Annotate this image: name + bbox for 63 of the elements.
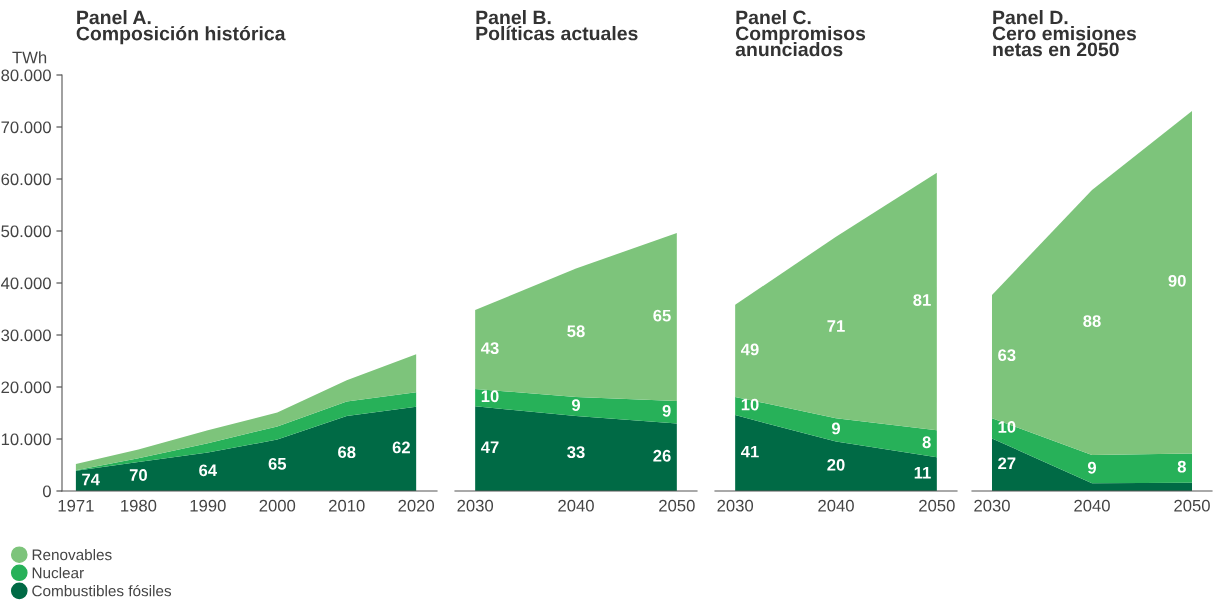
annotation: 62 [392, 441, 410, 454]
x-tick-label: 2040 [1074, 499, 1110, 512]
annotation: 20 [827, 458, 845, 471]
annotation: 88 [1083, 315, 1101, 327]
annotation: 8 [1177, 460, 1186, 473]
chart-title: Panel D. Cero emisiones netas en 2050 [992, 10, 1137, 57]
annotation: 10 [741, 398, 759, 411]
x-tick-label: 2050 [1174, 499, 1210, 512]
annotation: 81 [913, 294, 931, 306]
annotation: 70 [129, 469, 147, 481]
y-tick-label: 70.000 [1, 121, 51, 134]
annotation: 9 [831, 422, 841, 435]
annotation: 43 [480, 342, 499, 355]
y-tick-label: 50.000 [1, 225, 51, 238]
y-tick-label: 80.000 [1, 69, 51, 82]
annotation: 65 [268, 457, 287, 470]
x-tick-label: 2050 [659, 499, 695, 512]
y-axis-title: TWh [12, 51, 47, 64]
x-tick-label: 1990 [190, 499, 226, 512]
annotation: 41 [740, 445, 759, 458]
annotation: 11 [914, 466, 931, 479]
y-tick-label: 60.000 [1, 173, 51, 186]
annotation: 90 [1168, 274, 1186, 287]
annotation: 27 [998, 457, 1016, 470]
legend-label: Combustibles fósiles [32, 584, 172, 597]
x-tick-label: 2050 [919, 499, 955, 512]
annotation: 33 [567, 446, 585, 459]
x-tick-label: 2010 [329, 499, 365, 512]
annotation: 64 [199, 464, 218, 477]
chart-title: Panel A. Composición histórica [76, 10, 286, 45]
annotation: 10 [998, 421, 1016, 433]
y-tick-label: 10.000 [1, 433, 51, 446]
x-tick-label: 1980 [121, 499, 157, 512]
y-tick-label: 0 [42, 485, 51, 498]
x-tick-label: 2020 [398, 499, 435, 512]
annotation: 9 [571, 399, 581, 411]
y-tick-label: 40.000 [0, 277, 51, 290]
x-tick-label: 2030 [717, 499, 754, 512]
x-tick-label: 2030 [457, 499, 494, 512]
legend-label: Nuclear [32, 567, 84, 579]
chart-title: Panel B. Políticas actuales [476, 10, 638, 41]
annotation: 9 [1087, 461, 1097, 474]
y-tick-label: 30.000 [1, 329, 51, 342]
annotation: 49 [740, 343, 759, 356]
annotation: 65 [653, 309, 671, 322]
annotation: 9 [662, 404, 671, 417]
annotation: 10 [481, 390, 499, 403]
annotation: 74 [82, 473, 100, 486]
annotation: 47 [480, 441, 499, 453]
x-tick-label: 2040 [818, 499, 854, 512]
annotation: 63 [998, 349, 1016, 362]
annotation: 58 [567, 325, 585, 338]
annotation: 8 [922, 436, 931, 449]
x-tick-label: 1971 [58, 499, 94, 512]
annotation: 71 [827, 320, 845, 332]
annotation: 26 [653, 449, 671, 462]
x-tick-label: 2040 [558, 499, 594, 512]
x-tick-label: 2000 [259, 499, 296, 512]
x-tick-label: 2030 [974, 499, 1010, 512]
y-tick-label: 20.000 [1, 381, 51, 394]
annotation: 68 [338, 446, 356, 459]
chart-title: Panel C. Compromisos anunciados [735, 10, 866, 57]
legend-label: Renovables [32, 549, 112, 561]
